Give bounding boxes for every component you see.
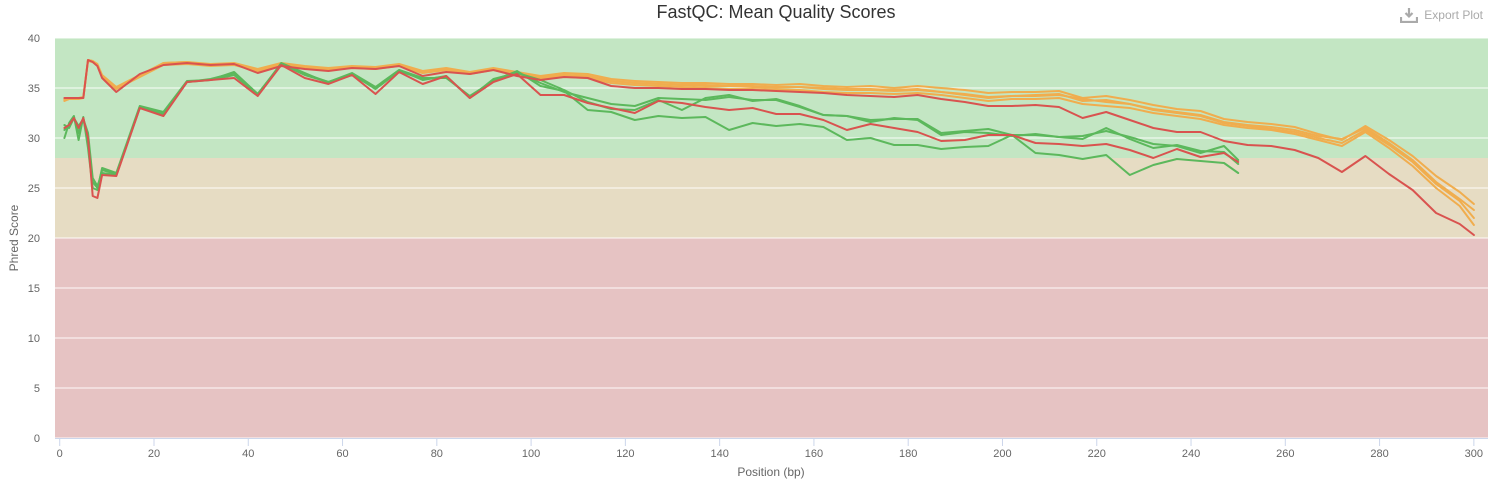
x-tick-label: 140 [710, 448, 728, 460]
x-tick-label: 180 [899, 448, 917, 460]
x-tick-label: 100 [522, 448, 540, 460]
y-tick-label: 35 [28, 83, 40, 95]
x-tick-label: 280 [1370, 448, 1388, 460]
x-tick-label: 0 [57, 448, 63, 460]
x-axis-label: Position (bp) [737, 465, 804, 479]
export-plot-button[interactable]: Export Plot [1400, 7, 1483, 23]
band-0 [55, 38, 1488, 158]
y-axis-ticks: 0 5 10 15 20 25 30 35 40 [28, 33, 40, 445]
download-icon [1400, 8, 1419, 23]
x-tick-label: 60 [336, 448, 348, 460]
y-tick-label: 30 [28, 133, 40, 145]
y-tick-label: 25 [28, 183, 40, 195]
x-tick-label: 240 [1182, 448, 1200, 460]
y-tick-label: 15 [28, 283, 40, 295]
y-tick-label: 0 [34, 433, 40, 445]
series-line-7 [63, 59, 1475, 236]
x-tick-label: 120 [616, 448, 634, 460]
x-tick-label: 220 [1088, 448, 1106, 460]
x-axis-ticks: 0 20 40 60 80 100 120 140 160 180 200 220 240 260 280 3… [55, 438, 1488, 460]
y-axis-label: Phred Score [7, 204, 21, 271]
x-tick-label: 260 [1276, 448, 1294, 460]
export-plot-label: Export Plot [1424, 8, 1483, 22]
y-tick-label: 10 [28, 333, 40, 345]
y-tick-label: 40 [28, 33, 40, 45]
x-tick-label: 200 [993, 448, 1011, 460]
x-tick-label: 40 [242, 448, 254, 460]
x-tick-label: 160 [805, 448, 823, 460]
chart-title: FastQC: Mean Quality Scores [656, 2, 895, 22]
y-tick-label: 5 [34, 383, 40, 395]
x-tick-label: 20 [148, 448, 160, 460]
x-tick-label: 300 [1465, 448, 1483, 460]
series-lines [63, 59, 1475, 236]
x-tick-label: 80 [431, 448, 443, 460]
series-line-8 [63, 64, 1240, 199]
band-1 [55, 158, 1488, 238]
y-tick-label: 20 [28, 233, 40, 245]
